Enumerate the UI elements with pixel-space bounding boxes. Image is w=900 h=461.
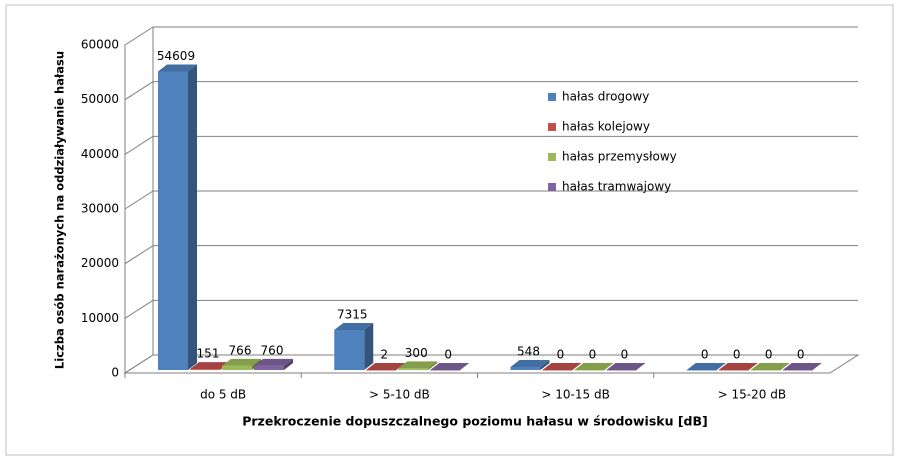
bar <box>430 370 461 371</box>
bar <box>334 330 365 370</box>
grid-line <box>124 190 154 210</box>
bar <box>718 370 749 371</box>
bar-top <box>606 363 646 370</box>
legend-label: hałas tramwajowy <box>562 180 671 194</box>
bar-side <box>284 358 293 370</box>
value-label: 7315 <box>337 308 368 322</box>
bar-top <box>510 360 550 368</box>
x-axis-title: Przekroczenie dopuszczalnego poziomu hał… <box>242 414 708 429</box>
bar-top <box>254 358 293 366</box>
grid-line <box>124 354 154 374</box>
legend-swatch <box>548 183 556 191</box>
y-tick-label: 50000 <box>81 92 119 106</box>
bar-side <box>188 64 197 371</box>
legend-label: hałas przemysłowy <box>562 150 677 164</box>
value-label: 0 <box>797 348 805 362</box>
bar <box>574 370 605 371</box>
y-tick-label: 60000 <box>81 38 119 52</box>
bar-top <box>334 323 374 331</box>
y-tick-label: 10000 <box>81 311 119 325</box>
y-axis-title: Liczba osób narażonych na oddziaływanie … <box>53 51 67 369</box>
legend-swatch <box>548 153 556 161</box>
bar-side <box>540 360 550 370</box>
grid-line <box>124 26 154 46</box>
bar-top <box>430 363 470 370</box>
x-tick-label: > 10-15 dB <box>541 388 609 402</box>
bar-top <box>398 361 438 369</box>
y-tick-label: 20000 <box>81 256 119 270</box>
y-tick-label: 30000 <box>81 202 119 216</box>
bar-top <box>190 362 229 370</box>
bar-top <box>750 363 790 370</box>
value-label: 2 <box>380 347 388 361</box>
value-label: 0 <box>701 348 709 362</box>
y-tick-label: 40000 <box>81 147 119 161</box>
value-label: 151 <box>197 347 220 361</box>
bar-top <box>686 363 726 370</box>
legend-label: hałas drogowy <box>562 90 649 104</box>
value-label: 54609 <box>157 49 195 63</box>
bar-top <box>222 358 261 366</box>
bar-top <box>158 64 197 72</box>
legend-label: hałas kolejowy <box>562 120 650 134</box>
bar-side <box>364 323 374 370</box>
grid-line <box>124 135 154 155</box>
grid-line <box>124 299 154 319</box>
bar <box>190 369 220 370</box>
x-tick-label: do 5 dB <box>200 388 246 402</box>
bar <box>366 369 397 371</box>
bar-top <box>542 363 582 370</box>
legend-swatch <box>548 93 556 101</box>
bar-side <box>428 361 438 370</box>
value-label: 0 <box>557 348 565 362</box>
grid-line <box>124 245 154 265</box>
bar <box>510 367 541 370</box>
bar <box>782 370 813 371</box>
value-label: 0 <box>733 348 741 362</box>
value-label: 0 <box>589 348 597 362</box>
chart-border <box>5 4 894 456</box>
grid-line <box>124 81 154 101</box>
x-tick-label: > 5-10 dB <box>369 388 430 402</box>
bar-top <box>718 363 758 370</box>
bar <box>606 370 637 371</box>
bar <box>542 370 573 371</box>
value-label: 0 <box>444 348 452 362</box>
bar <box>158 71 188 371</box>
bar <box>750 370 781 371</box>
bar <box>222 365 252 370</box>
value-label: 760 <box>261 343 284 357</box>
value-label: 0 <box>765 348 773 362</box>
bar <box>686 370 717 371</box>
value-label: 766 <box>229 343 252 357</box>
legend-swatch <box>548 123 556 131</box>
value-label: 548 <box>517 345 540 359</box>
value-label: 300 <box>405 346 428 360</box>
bar <box>254 365 284 370</box>
x-tick-label: > 15-20 dB <box>718 388 786 402</box>
value-label: 0 <box>621 348 629 362</box>
y-tick-label: 0 <box>111 366 119 380</box>
bar-top <box>574 363 614 370</box>
bar-top <box>366 362 406 370</box>
bar-top <box>782 363 822 370</box>
bar <box>398 368 429 370</box>
